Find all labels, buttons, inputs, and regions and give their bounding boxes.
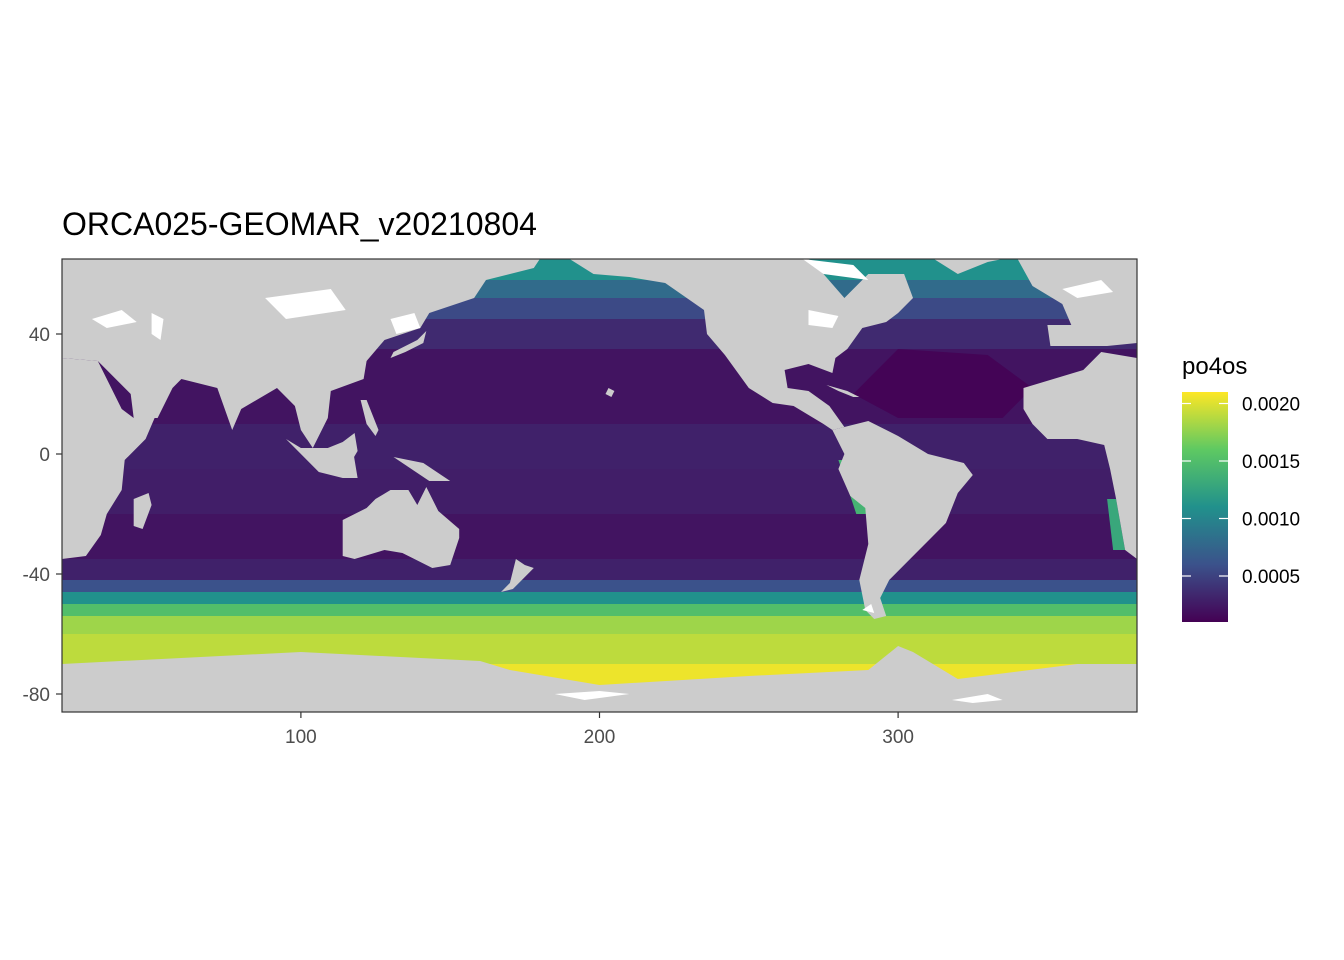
latitude-band [62,616,1137,635]
new-zealand-land [501,559,534,592]
north-america-land [569,259,913,430]
atlantic-gyre [853,349,1033,418]
borneo-land [327,433,358,466]
missing-tibet [265,289,346,319]
missing-caspian [151,313,164,340]
latitude-band [62,604,1137,617]
colorbar-tick-label: 0.0020 [1242,395,1300,416]
colorbar [1182,392,1228,622]
colorbar-tick-label: 0.0015 [1242,452,1300,473]
eurasia-land [62,259,540,448]
greenland-land [933,259,1003,274]
latitude-band [62,469,1137,515]
colorbar-ticks: 0.0020 0.0015 0.0010 0.0005 [1182,395,1300,588]
missing-baltic [1062,280,1114,298]
hawaii-land [605,388,615,397]
missing-hudson-area [802,259,869,280]
land-layer [62,259,1137,712]
benguela-upwelling [1107,499,1126,550]
colorbar-legend: po4os 0.0020 0.0015 0.0010 0.0005 [1182,353,1300,622]
africa-land [62,358,155,559]
madagascar-land [133,493,152,529]
latitude-band [62,592,1137,605]
legend-title: po4os [1182,353,1247,380]
new-guinea-land [393,457,451,481]
latitude-band [62,514,1137,560]
y-axis: 40 0 -40 -80 [23,325,62,706]
antarctica-land [62,646,1137,712]
map-panel [61,258,1138,713]
philippines-land [360,400,379,436]
missing-patagonia-ice [862,604,875,613]
latitude-band [62,580,1137,593]
missing-ross-ice [554,691,630,700]
x-axis: 100 200 300 [285,712,914,748]
missing-data-layer [91,259,1114,703]
caribbean-cuba-land [826,385,860,397]
colorbar-tick-label: 0.0010 [1242,510,1300,531]
y-tick-label: -80 [23,685,50,706]
japan-land [390,331,427,358]
x-tick-label: 200 [584,727,616,748]
australia-land [342,487,460,568]
missing-great-lakes [808,310,839,328]
missing-japan-sea [390,313,421,334]
latitude-band [62,424,1137,470]
y-tick-label: 40 [29,325,50,346]
latitude-band [62,559,1137,581]
x-tick-label: 300 [882,727,914,748]
colorbar-tick-label: 0.0005 [1242,567,1300,588]
y-tick-label: -40 [23,565,50,586]
south-america-land [832,421,973,619]
y-tick-label: 0 [39,445,50,466]
x-tick-label: 100 [285,727,317,748]
plot-title: ORCA025-GEOMAR_v20210804 [62,206,537,242]
missing-weddell-ice [951,694,1003,703]
missing-central-asia [91,310,137,328]
west-africa-land [1023,352,1137,559]
europe-north-land [1017,259,1137,346]
